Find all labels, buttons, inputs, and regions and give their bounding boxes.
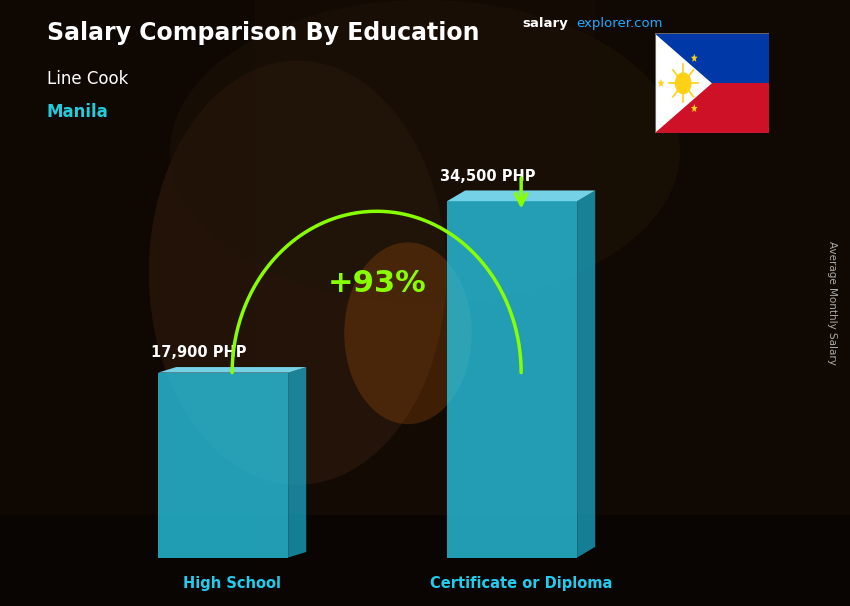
Bar — [0, 515, 850, 606]
Text: Salary Comparison By Education: Salary Comparison By Education — [47, 21, 479, 45]
Bar — [654, 33, 769, 83]
Polygon shape — [691, 104, 698, 112]
Polygon shape — [658, 79, 665, 87]
Ellipse shape — [170, 0, 680, 303]
Ellipse shape — [344, 242, 472, 424]
Polygon shape — [577, 190, 595, 558]
Ellipse shape — [149, 61, 446, 485]
Text: High School: High School — [183, 576, 281, 591]
Text: explorer.com: explorer.com — [576, 17, 663, 30]
Text: 17,900 PHP: 17,900 PHP — [151, 345, 246, 360]
Polygon shape — [158, 367, 306, 373]
Text: salary: salary — [523, 17, 569, 30]
Text: Certificate or Diploma: Certificate or Diploma — [430, 576, 612, 591]
Polygon shape — [447, 201, 577, 558]
Bar — [0, 0, 255, 606]
Polygon shape — [158, 373, 288, 558]
Bar — [654, 83, 769, 133]
Bar — [595, 0, 850, 606]
Polygon shape — [447, 190, 595, 201]
Polygon shape — [654, 33, 711, 133]
Circle shape — [675, 72, 692, 95]
Text: Average Monthly Salary: Average Monthly Salary — [827, 241, 837, 365]
Text: Line Cook: Line Cook — [47, 70, 128, 88]
Text: Manila: Manila — [47, 103, 109, 121]
Polygon shape — [288, 367, 306, 558]
Text: +93%: +93% — [327, 270, 426, 298]
Polygon shape — [691, 54, 698, 62]
Text: 34,500 PHP: 34,500 PHP — [440, 168, 536, 184]
